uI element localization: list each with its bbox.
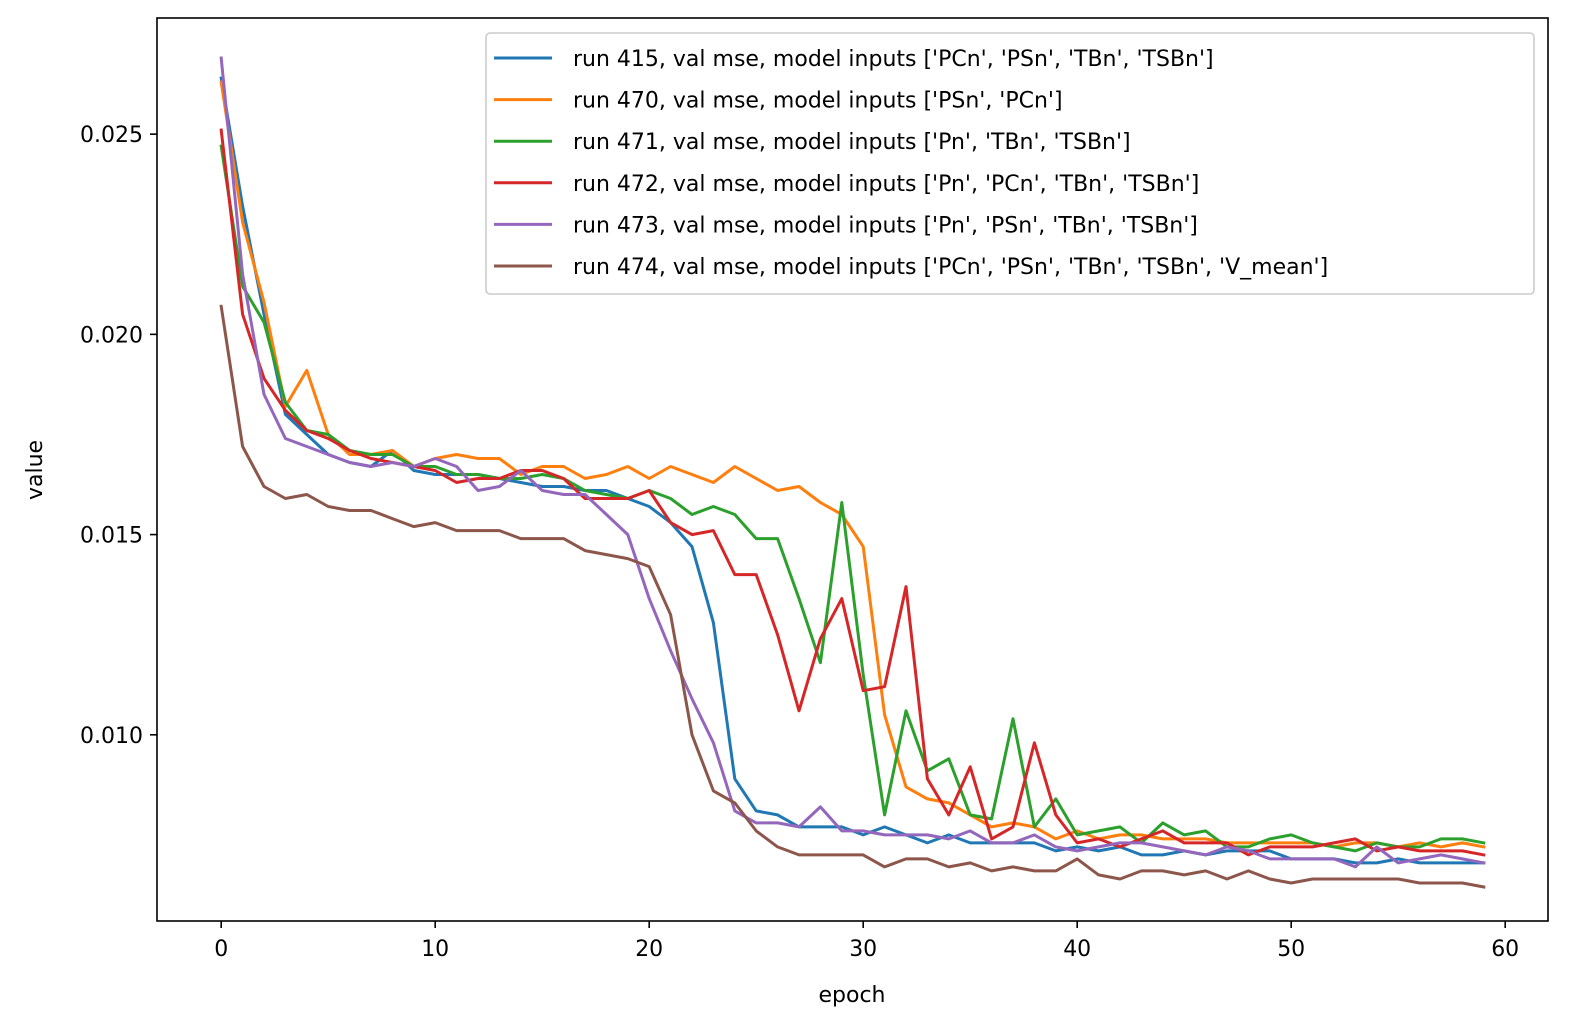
y-axis: 0.010 0.015 0.020 0.025 [80,123,157,749]
y-tick-label: 0.010 [80,724,143,749]
y-tick-label: 0.025 [80,123,143,148]
x-tick-label: 40 [1063,937,1091,962]
legend-label-4: run 472, val mse, model inputs ['Pn', 'P… [573,172,1199,197]
series-line-6 [219,304,1486,889]
series-layer [219,56,1486,889]
y-tick-label: 0.020 [80,323,143,348]
x-axis: 0 10 20 30 40 50 60 [214,921,1519,962]
x-tick-label: 30 [849,937,877,962]
x-tick-label: 10 [421,937,449,962]
legend-label-6: run 474, val mse, model inputs ['PCn', '… [573,255,1328,280]
legend: run 415, val mse, model inputs ['PCn', '… [485,32,1535,295]
y-axis-title: value [23,440,48,500]
x-axis-title: epoch [819,983,886,1008]
y-tick-label: 0.015 [80,524,143,549]
legend-label-1: run 415, val mse, model inputs ['PCn', '… [573,47,1214,72]
series-line-3 [219,144,1486,853]
x-tick-label: 0 [214,937,228,962]
x-tick-label: 20 [635,937,663,962]
legend-label-2: run 470, val mse, model inputs ['PSn', '… [573,89,1063,114]
series-line-4 [219,128,1486,857]
x-tick-label: 60 [1491,937,1519,962]
legend-box [485,32,1535,295]
x-tick-label: 50 [1277,937,1305,962]
plot-frame [156,17,1549,922]
legend-label-5: run 473, val mse, model inputs ['Pn', 'P… [573,213,1198,238]
legend-label-3: run 471, val mse, model inputs ['Pn', 'T… [573,130,1131,155]
series-line-5 [219,56,1486,869]
